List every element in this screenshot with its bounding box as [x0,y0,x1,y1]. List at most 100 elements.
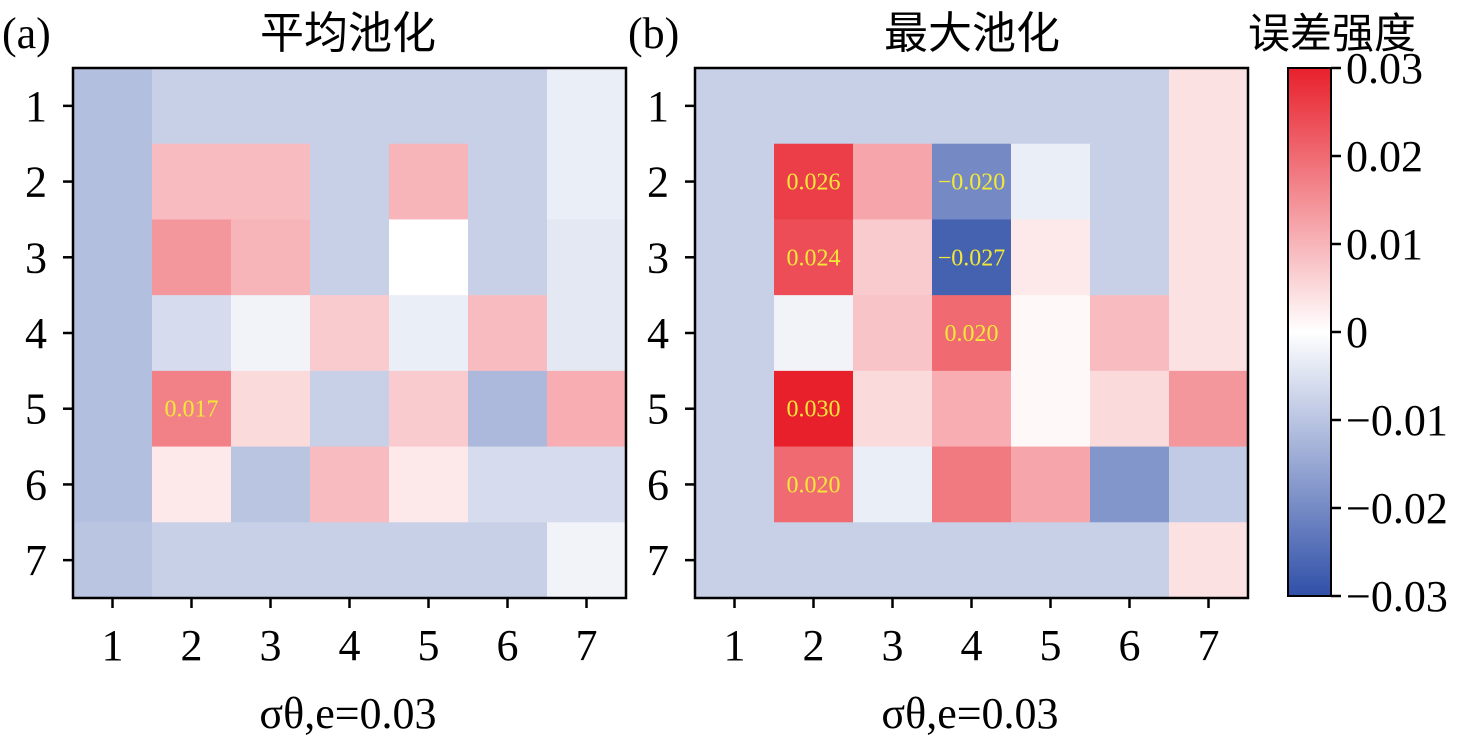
heatmap-cell-r4-c5 [1011,295,1091,372]
heatmap-cell-r6-c5 [1011,446,1091,523]
heatmap-cell-r3-c7 [1169,219,1249,296]
heatmap-cell-r6-c1 [695,446,775,523]
heatmap-cell-r5-c3 [231,370,311,448]
heatmap-cell-r5-c4 [310,370,390,448]
heatmap-cell-r2-c2 [152,143,232,221]
heatmap-cell-r1-c3 [853,68,933,145]
heatmap-cell-r6-c7 [1169,446,1249,523]
x-axis-label-a: σθ,e=0.03 [259,689,436,738]
heatmap-cell-r6-c6 [468,446,548,523]
heatmap-cell-r3-c5 [389,219,469,296]
data-label-r5-c2: 0.017 [165,397,219,423]
x-tick-label-2: 2 [803,621,825,670]
heatmap-cell-r3-c5 [1011,219,1091,296]
heatmap-cell-r1-c3 [231,68,311,145]
y-tick-label-7: 7 [25,536,47,585]
heatmap-cells-b [695,68,1249,599]
heatmap-cell-r7-c5 [389,522,469,599]
heatmap-cell-r2-c6 [468,143,548,221]
panel-a-label: (a) [2,9,51,58]
heatmap-cell-r1-c5 [1011,68,1091,145]
y-ticks-b: 1 2 3 4 5 6 7 [647,82,695,585]
heatmap-cell-r5-c3 [853,370,933,448]
heatmap-cell-r7-c5 [1011,522,1091,599]
x-tick-label-3: 3 [260,621,282,670]
heatmap-cell-r2-c4 [932,143,1012,221]
heatmap-cell-r5-c5 [389,370,469,448]
heatmap-cell-r7-c6 [468,522,548,599]
heatmap-cell-r6-c2 [774,446,854,523]
heatmap-cell-r7-c1 [73,522,153,599]
x-tick-label-5: 5 [418,621,440,670]
x-ticks-b: 1 2 3 4 5 6 7 [724,598,1220,670]
y-tick-label-7: 7 [647,536,669,585]
data-label-r3-c4: −0.027 [938,245,1006,271]
heatmap-cell-r3-c4 [310,219,390,296]
heatmap-cell-r3-c4 [932,219,1012,296]
panel-b-label: (b) [628,9,679,58]
y-tick-label-3: 3 [25,233,47,282]
heatmap-cell-r5-c2 [774,370,854,448]
heatmap-cell-r6-c6 [1090,446,1170,523]
heatmap-cell-r1-c7 [1169,68,1249,145]
heatmap-cell-r7-c2 [152,522,232,599]
colorbar-tick-label-5: −0.02 [1346,484,1448,533]
heatmap-cell-r4-c1 [73,295,153,372]
heatmap-cells-a [73,68,627,599]
heatmap-cell-r7-c7 [1169,522,1249,599]
heatmap-cell-r4-c4 [310,295,390,372]
panel-a-title: 平均池化 [260,8,436,59]
heatmap-cell-r4-c7 [547,295,627,372]
heatmap-cell-r4-c3 [853,295,933,372]
heatmap-cell-r2-c4 [310,143,390,221]
heatmap-cell-r6-c4 [310,446,390,523]
y-tick-label-2: 2 [25,158,47,207]
heatmap-cell-r7-c3 [853,522,933,599]
panel-b-title: 最大池化 [884,8,1060,59]
heatmap-cell-r4-c2 [774,295,854,372]
heatmap-cell-r2-c6 [1090,143,1170,221]
x-tick-label-4: 4 [961,621,983,670]
heatmap-cell-r6-c3 [853,446,933,523]
panel-b: (b) 最大池化 0.026 −0.020 0.024 −0.027 0.020 0.03… [628,8,1250,738]
heatmap-cell-r4-c4 [932,295,1012,372]
data-label-r3-c2: 0.024 [787,245,841,271]
heatmap-cell-r2-c2 [774,143,854,221]
heatmap-cell-r7-c6 [1090,522,1170,599]
heatmap-cell-r4-c7 [1169,295,1249,372]
heatmap-cell-r6-c3 [231,446,311,523]
heatmap-cell-r4-c5 [389,295,469,372]
y-tick-label-1: 1 [25,82,47,131]
y-tick-label-6: 6 [647,460,669,509]
annotations-a: 0.017 [165,397,219,423]
heatmap-cell-r3-c7 [547,219,627,296]
heatmap-cell-r2-c1 [695,143,775,221]
y-tick-label-2: 2 [647,158,669,207]
data-label-r6-c2: 0.020 [787,472,841,498]
x-tick-label-4: 4 [339,621,361,670]
heatmap-cell-r4-c6 [1090,295,1170,372]
heatmap-cell-r7-c7 [547,522,627,599]
heatmap-cell-r3-c1 [73,219,153,296]
heatmap-cell-r1-c6 [1090,68,1170,145]
heatmap-cell-r5-c6 [468,370,548,448]
heatmap-cell-r3-c2 [774,219,854,296]
heatmap-cell-r3-c2 [152,219,232,296]
y-tick-label-4: 4 [647,309,669,358]
heatmap-cell-r3-c6 [468,219,548,296]
colorbar-tick-label-4: −0.01 [1346,396,1448,445]
heatmap-cell-r1-c2 [774,68,854,145]
heatmap-cell-r7-c3 [231,522,311,599]
heatmap-cell-r2-c5 [389,143,469,221]
colorbar-title: 误差强度 [1248,9,1416,58]
y-tick-label-6: 6 [25,460,47,509]
heatmap-cell-r1-c2 [152,68,232,145]
colorbar-tick-label-1: 0.02 [1346,132,1423,181]
heatmap-cell-r6-c1 [73,446,153,523]
heatmap-cell-r7-c4 [310,522,390,599]
x-tick-label-2: 2 [181,621,203,670]
y-ticks-a: 1 2 3 4 5 6 7 [25,82,73,585]
heatmap-cell-r5-c7 [1169,370,1249,448]
heatmap-cell-r4-c6 [468,295,548,372]
data-label-r2-c4: −0.020 [938,170,1006,196]
